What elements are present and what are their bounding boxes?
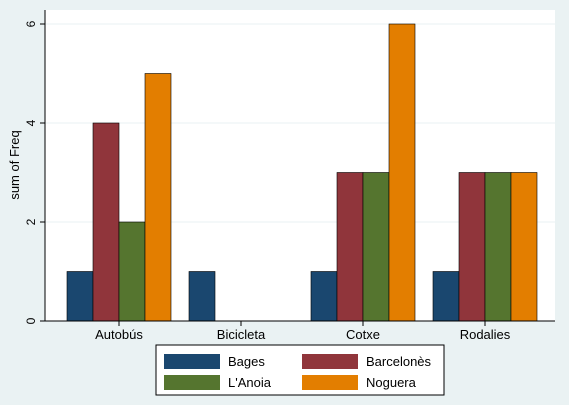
legend-swatch <box>164 354 220 369</box>
bar-noguera-0 <box>144 73 172 322</box>
bar-bages-1 <box>188 271 216 322</box>
x-axis-ticks: Autobús Bicicleta Cotxe Rodalies <box>95 321 511 342</box>
legend-label: Bages <box>228 354 265 369</box>
y-tick-label: 0 <box>24 317 38 324</box>
x-tick-label: Autobús <box>95 327 143 342</box>
bar-barcelon-s-2 <box>336 172 364 322</box>
x-tick-label: Cotxe <box>346 327 380 342</box>
legend-label: L'Anoia <box>228 375 272 390</box>
bar-noguera-3 <box>510 172 538 322</box>
bar-l-anoia-3 <box>484 172 512 322</box>
bar-l-anoia-2 <box>362 172 390 322</box>
bar-noguera-2 <box>388 23 416 322</box>
y-tick-label: 2 <box>24 218 38 225</box>
legend-swatch <box>164 375 220 390</box>
legend-items: Bages Barcelonès L'Anoia Noguera <box>164 354 432 390</box>
bar-bages-2 <box>310 271 338 322</box>
y-axis-ticks: 0 2 4 6 <box>24 20 45 324</box>
legend-swatch <box>302 375 358 390</box>
legend-label: Barcelonès <box>366 354 432 369</box>
legend-label: Noguera <box>366 375 417 390</box>
y-tick-label: 6 <box>24 20 38 27</box>
bar-bages-0 <box>66 271 94 322</box>
x-tick-label: Rodalies <box>460 327 511 342</box>
bar-bages-3 <box>432 271 460 322</box>
legend-swatch <box>302 354 358 369</box>
bar-barcelon-s-3 <box>458 172 486 322</box>
x-tick-label: Bicicleta <box>217 327 266 342</box>
bars <box>66 23 538 322</box>
bar-l-anoia-0 <box>118 221 146 322</box>
y-axis-label: sum of Freq <box>7 130 22 199</box>
bar-barcelon-s-0 <box>92 122 120 322</box>
y-tick-label: 4 <box>24 119 38 126</box>
